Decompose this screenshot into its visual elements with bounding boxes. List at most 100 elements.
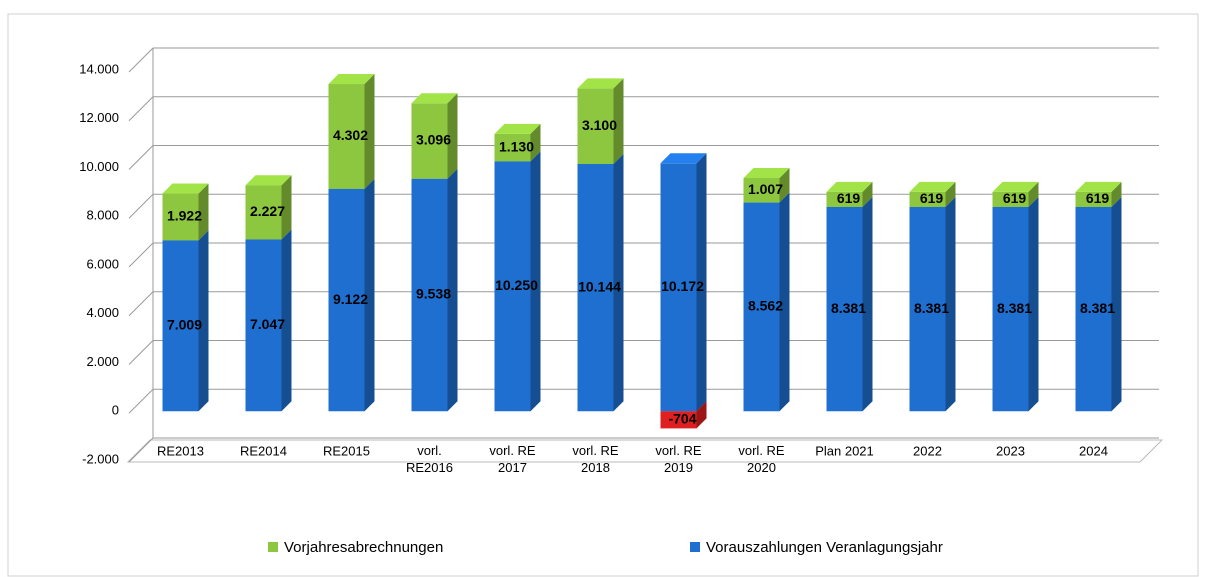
x-tick-label-line: RE2016 [406, 460, 453, 475]
bar-side [198, 230, 209, 412]
x-tick-label: 2022 [913, 443, 942, 458]
value-label: 619 [1086, 190, 1110, 206]
bar-segment [328, 188, 365, 412]
value-label: 7.009 [167, 317, 202, 333]
x-tick-label: vorl. RE 2020 [738, 443, 785, 475]
value-label: 1.922 [167, 208, 202, 224]
x-tick-label: RE2015 [323, 443, 370, 458]
bar-side [945, 196, 956, 412]
x-tick-label-line: vorl. RE [572, 443, 619, 458]
value-label: 9.538 [416, 286, 451, 302]
x-tick-label: vorl. RE 2018 [572, 443, 619, 475]
bar-top [328, 74, 375, 85]
y-tick-label: 2.000 [86, 354, 119, 369]
value-label: 619 [920, 190, 944, 206]
value-label: 1.130 [499, 138, 534, 154]
bar-side [1028, 196, 1039, 412]
bar-side [779, 192, 790, 412]
bar-top [826, 181, 873, 192]
y-tick-label: 6.000 [86, 256, 119, 271]
grid-line [128, 193, 154, 219]
x-tick-label-line: vorl. RE [738, 443, 785, 458]
bar-segment [826, 191, 863, 207]
bar-side [862, 196, 873, 412]
bar-top [162, 183, 209, 194]
value-label: 2.227 [250, 203, 285, 219]
bar-segment [328, 84, 365, 189]
y-tick-label: 10.000 [79, 159, 119, 174]
bar-segment [494, 133, 531, 162]
value-label: 1.007 [748, 181, 783, 197]
bar-side [696, 153, 707, 412]
x-tick-label: Plan 2021 [815, 443, 874, 458]
bar-segment [411, 103, 448, 179]
legend-label: Vorjahresabrechnungen [284, 539, 443, 556]
bar-segment [743, 178, 780, 203]
bar-segment [577, 88, 614, 164]
legend-label: Vorauszahlungen Veranlagungsjahr [706, 539, 943, 556]
value-label: 619 [837, 190, 861, 206]
x-tick-label: vorl. RE2016 [406, 443, 453, 475]
bar-side [613, 78, 624, 164]
x-tick-label: 2023 [996, 443, 1025, 458]
bar-top [494, 123, 541, 134]
bar-segment [660, 411, 697, 429]
bar-segment [909, 206, 946, 412]
bar-segment [162, 240, 199, 412]
bar-top [1075, 181, 1122, 192]
value-label: 10.172 [661, 278, 704, 294]
y-tick-label: 12.000 [79, 110, 119, 125]
bar-side [1111, 196, 1122, 412]
bar-segment [411, 178, 448, 412]
x-tick-label-line: vorl. RE [489, 443, 536, 458]
bar-top [660, 153, 707, 164]
category-floor [126, 439, 1164, 463]
bar-top [743, 168, 790, 179]
y-tick-label: -2.000 [82, 451, 119, 466]
bar-segment [826, 206, 863, 412]
bar-side [530, 123, 541, 162]
bar-side [613, 153, 624, 412]
x-tick-label: vorl. RE 2019 [655, 443, 702, 475]
grid-line [128, 437, 154, 463]
value-label: 8.381 [914, 300, 949, 316]
x-tick-label: 2024 [1079, 443, 1108, 458]
x-tick-label-line: 2017 [498, 460, 527, 475]
bar-side [862, 181, 873, 207]
bar-segment [909, 191, 946, 207]
bar-side [281, 175, 292, 240]
x-tick-label: RE2014 [240, 443, 287, 458]
x-tick-label-line: 2020 [747, 460, 776, 475]
value-label: 8.381 [831, 300, 866, 316]
bar-side [530, 151, 541, 412]
grid-line [128, 242, 154, 268]
bar-side [1111, 181, 1122, 207]
legend-swatch [690, 542, 700, 552]
value-label: 10.250 [495, 277, 538, 293]
bar-segment [245, 239, 282, 412]
x-tick-label: vorl. RE 2017 [489, 443, 536, 475]
x-tick-label: RE2013 [157, 443, 204, 458]
bar-top [992, 181, 1039, 192]
value-label: 8.381 [1080, 300, 1115, 316]
bar-side [198, 183, 209, 241]
value-label: 9.122 [333, 291, 368, 307]
bar-top [411, 93, 458, 104]
grid-line [128, 96, 154, 122]
value-label: 7.047 [250, 316, 285, 332]
bar-top [909, 181, 956, 192]
bar-segment [992, 206, 1029, 412]
value-label: 4.302 [333, 127, 368, 143]
x-tick-label-line: 2019 [664, 460, 693, 475]
bar-segment [1075, 206, 1112, 412]
value-label: 10.144 [578, 278, 621, 294]
bar-side [447, 93, 458, 179]
bar-segment [992, 191, 1029, 207]
bar-segment [660, 163, 697, 412]
value-label: 619 [1003, 190, 1027, 206]
value-label: 3.096 [416, 132, 451, 148]
bar-side [779, 168, 790, 203]
grid-line [128, 291, 154, 317]
grid-line [128, 340, 154, 365]
bar-top [577, 78, 624, 89]
